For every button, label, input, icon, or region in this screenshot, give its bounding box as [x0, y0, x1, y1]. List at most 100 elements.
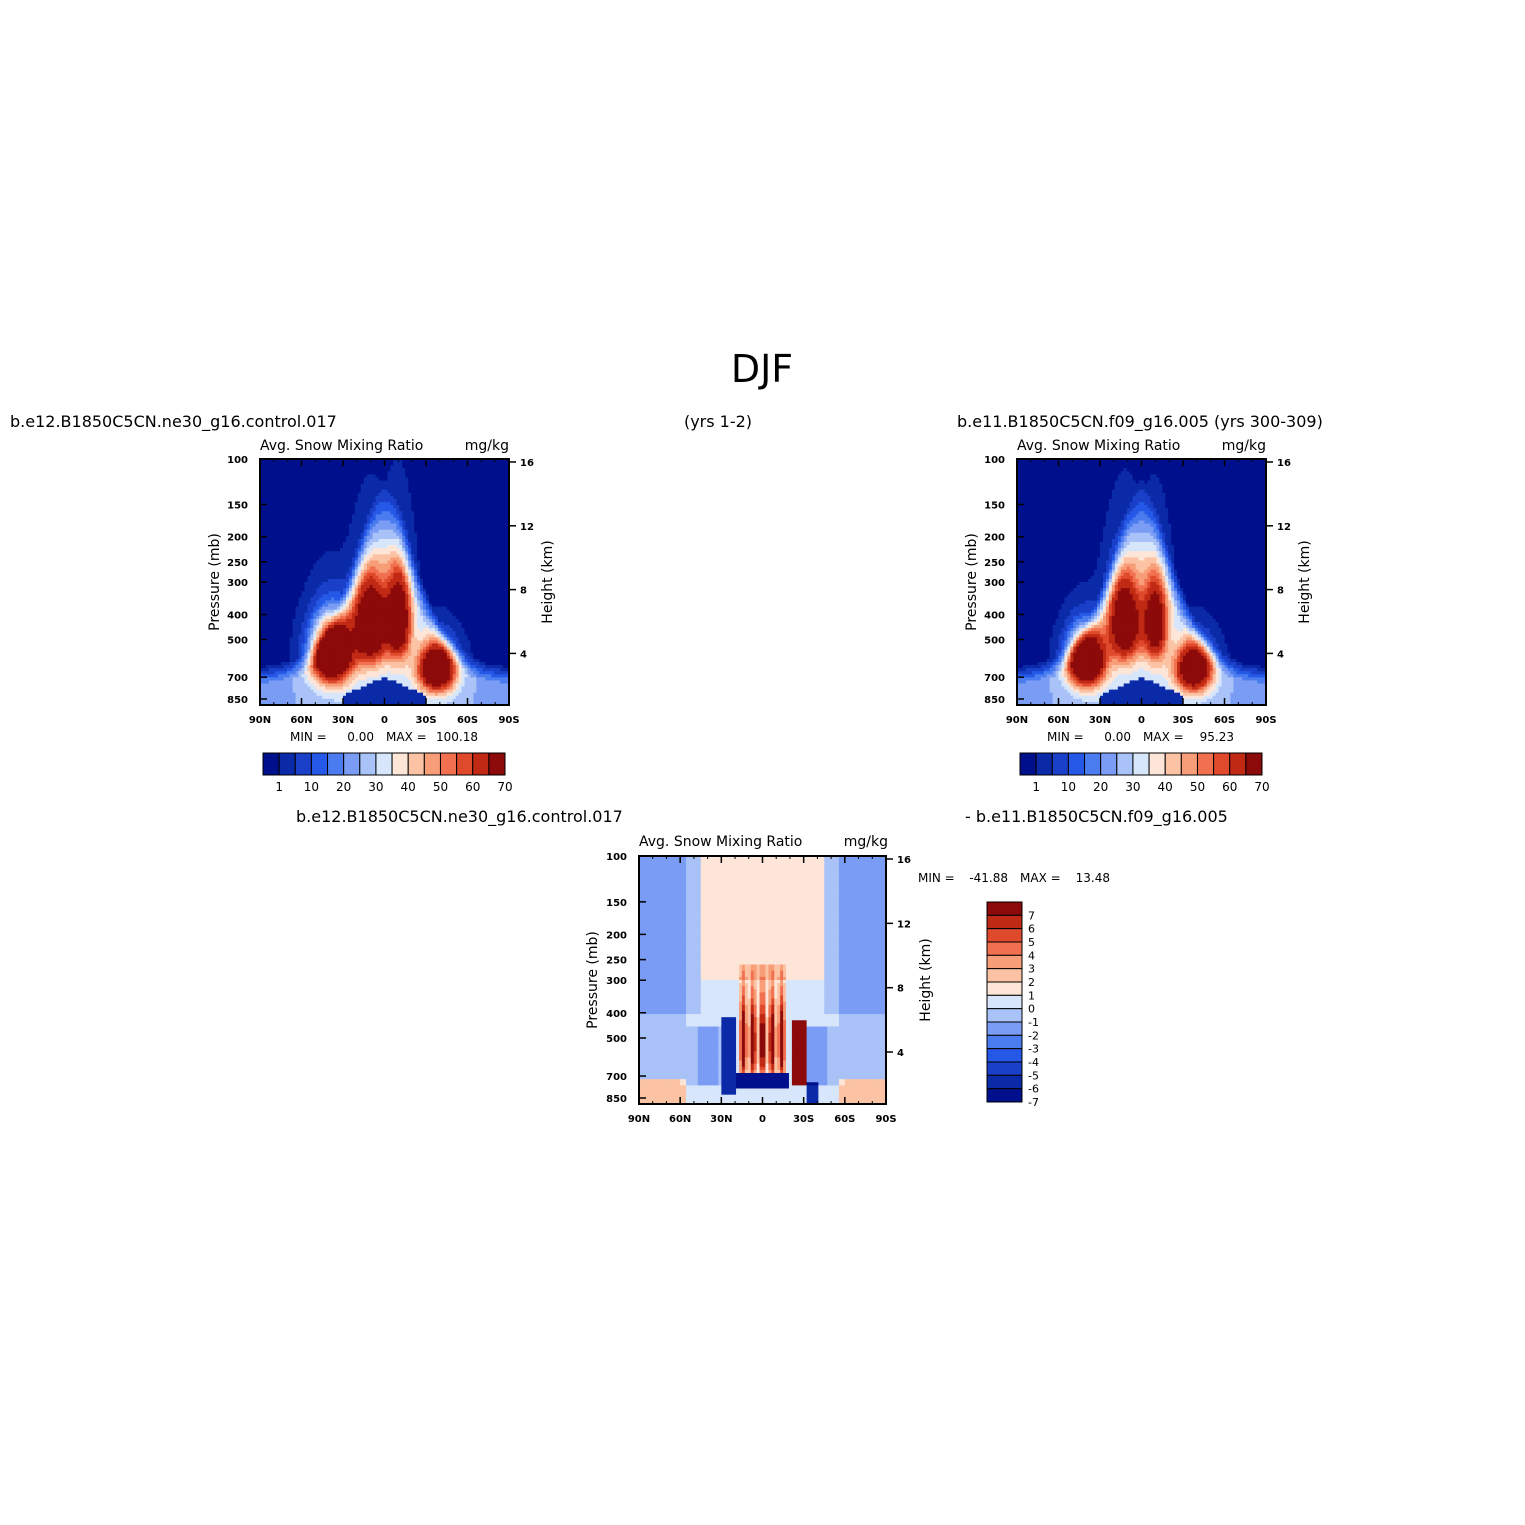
left-cell	[322, 498, 326, 503]
left-cell	[295, 498, 300, 503]
left-cell	[488, 551, 492, 555]
left-cell	[437, 582, 442, 586]
left-cell	[485, 621, 489, 626]
left-cell	[503, 618, 507, 623]
left-cell	[408, 554, 412, 558]
left-cell	[467, 615, 472, 620]
left-cell	[426, 621, 430, 626]
left-cell	[476, 609, 480, 614]
left-cell	[340, 462, 344, 466]
left-cell	[387, 618, 392, 623]
left-cell	[366, 609, 371, 614]
left-cell	[277, 575, 282, 580]
left-cell	[506, 569, 509, 574]
left-cell	[476, 554, 480, 558]
left-cell	[506, 492, 509, 497]
left-cell	[307, 526, 311, 531]
left-cell	[396, 551, 400, 555]
left-cell	[464, 514, 469, 519]
left-cell	[292, 578, 297, 583]
left-cell	[331, 582, 335, 586]
left-cell	[476, 532, 480, 537]
left-cell	[354, 511, 359, 515]
left-cell	[262, 606, 267, 611]
left-cell	[283, 548, 288, 552]
left-cell	[322, 538, 326, 543]
left-cell	[340, 612, 344, 617]
left-cell	[405, 634, 409, 638]
left-cell	[452, 532, 457, 537]
left-cell	[313, 468, 317, 472]
left-cell	[340, 508, 344, 512]
left-cell	[316, 621, 320, 626]
left-cell	[402, 462, 406, 466]
left-cell	[485, 566, 489, 571]
left-cell	[408, 585, 412, 589]
left-cell	[334, 628, 338, 632]
left-cell	[280, 631, 285, 635]
left-cell	[506, 532, 509, 537]
left-cell	[497, 538, 501, 543]
left-cell	[292, 480, 297, 485]
left-cell	[452, 585, 457, 589]
left-cell	[351, 526, 356, 531]
left-cell	[274, 591, 279, 595]
left-cell	[304, 569, 309, 574]
left-cell	[500, 492, 504, 497]
left-cell	[369, 465, 374, 469]
left-cell	[443, 520, 448, 525]
left-cell	[363, 517, 368, 522]
left-cell	[393, 628, 397, 632]
left-cell	[375, 471, 380, 475]
left-cell	[473, 535, 477, 540]
left-cell	[506, 471, 509, 475]
left-cell	[473, 618, 477, 623]
left-cell	[506, 563, 509, 568]
left-cell	[298, 498, 303, 503]
left-cell	[337, 557, 341, 562]
left-cell	[458, 606, 463, 611]
left-cell	[473, 532, 477, 537]
left-cell	[479, 526, 483, 531]
left-cell	[262, 634, 267, 638]
left-cell	[446, 597, 451, 602]
left-cell	[464, 526, 469, 531]
left-cell	[461, 514, 466, 519]
left-cell	[265, 548, 270, 552]
left-cell	[458, 628, 463, 632]
left-cell	[310, 594, 314, 598]
left-cell	[354, 594, 359, 598]
left-cell	[319, 597, 323, 602]
left-cell	[405, 597, 409, 602]
left-cell	[366, 606, 371, 611]
left-cell	[396, 532, 400, 537]
left-cell	[470, 591, 475, 595]
left-cell	[446, 477, 451, 482]
left-cell	[292, 548, 297, 552]
left-cell	[402, 532, 406, 537]
left-cell	[437, 572, 442, 577]
left-cell	[437, 578, 442, 583]
left-cell	[461, 572, 466, 577]
left-cell	[440, 526, 445, 531]
left-cell	[384, 557, 389, 562]
left-cell	[455, 459, 460, 463]
left-cell	[289, 631, 294, 635]
left-cell	[399, 545, 403, 549]
left-cell	[494, 588, 498, 592]
left-cell	[334, 477, 338, 482]
left-cell	[434, 591, 439, 595]
left-cell	[402, 582, 406, 586]
left-cell	[470, 508, 475, 512]
left-cell	[262, 538, 267, 543]
left-cell	[381, 634, 386, 638]
left-cell	[381, 572, 386, 577]
left-cell	[360, 502, 365, 506]
left-cell	[446, 471, 451, 475]
left-cell	[307, 468, 311, 472]
left-cell	[443, 538, 448, 543]
left-cell	[360, 615, 365, 620]
left-cell	[455, 594, 460, 598]
left-cell	[331, 560, 335, 565]
left-cell	[467, 572, 472, 577]
